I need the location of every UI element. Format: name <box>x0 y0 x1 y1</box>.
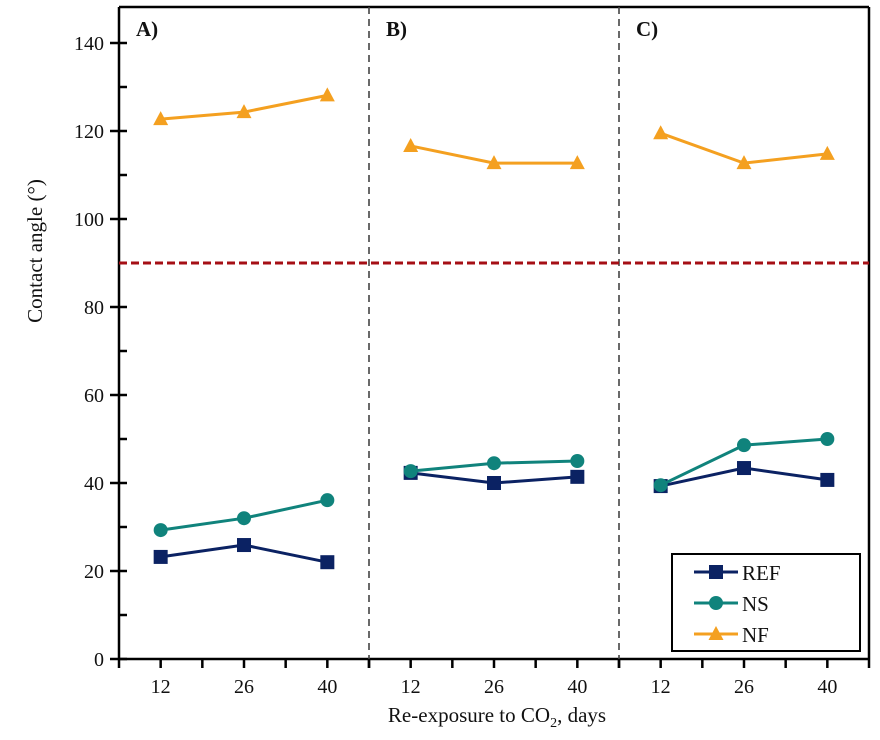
panel-label: B) <box>386 17 407 41</box>
data-point-ref <box>570 469 585 484</box>
x-tick-label: 12 <box>401 676 421 698</box>
legend: REF NS NF <box>671 553 861 652</box>
x-axis: 12 26 40 12 26 40 12 26 40 <box>117 657 871 698</box>
data-point-ref <box>237 538 251 553</box>
data-point-nf <box>569 155 585 170</box>
data-point-ns <box>320 493 335 508</box>
y-axis: 0 20 40 60 80 100 120 140 <box>74 7 127 671</box>
legend-marker-nf <box>708 626 724 640</box>
y-tick-label: 60 <box>84 385 104 407</box>
x-tick-label: 12 <box>651 676 671 698</box>
data-point-ns <box>403 464 418 479</box>
panel-label: C) <box>636 17 658 41</box>
data-point-nf <box>486 155 502 170</box>
legend-marker-ns <box>709 596 723 610</box>
panel-dividers <box>368 7 620 659</box>
panel-b <box>403 137 585 490</box>
x-tick-label: 40 <box>817 676 837 698</box>
x-axis-title-suffix: , days <box>557 703 606 727</box>
data-point-ns <box>570 454 585 468</box>
x-tick-label: 40 <box>567 676 587 698</box>
data-point-ns <box>653 478 668 493</box>
data-point-nf <box>819 145 835 160</box>
legend-label-ref: REF <box>742 561 781 585</box>
data-point-ns <box>153 523 168 538</box>
y-axis-title: Contact angle (°) <box>23 179 47 323</box>
legend-label-ns: NS <box>742 592 769 616</box>
x-axis-title: Re-exposure to CO2, days <box>388 703 606 731</box>
x-tick-label: 26 <box>734 676 754 698</box>
y-tick-label: 0 <box>94 649 104 671</box>
y-tick-label: 100 <box>74 209 104 231</box>
data-point-ns <box>237 511 251 526</box>
x-tick-label: 12 <box>151 676 171 698</box>
data-point-ref <box>320 555 335 570</box>
x-axis-title-main: Re-exposure to CO <box>388 703 550 727</box>
y-tick-label: 140 <box>74 33 104 55</box>
x-tick-label: 40 <box>317 676 337 698</box>
data-point-ns <box>487 456 501 471</box>
y-tick-label: 40 <box>84 473 104 495</box>
legend-label-nf: NF <box>742 623 769 647</box>
panel-c <box>653 125 835 494</box>
x-axis-title-sub: 2 <box>550 716 557 731</box>
data-point-ref <box>737 461 751 476</box>
y-tick-label: 20 <box>84 561 104 583</box>
y-tick-label: 80 <box>84 297 104 319</box>
y-tick-label: 120 <box>74 121 104 143</box>
data-point-nf <box>403 137 419 152</box>
data-point-nf <box>153 111 169 126</box>
legend-marker-ref <box>709 565 723 579</box>
data-point-nf <box>653 125 669 140</box>
x-tick-label: 26 <box>234 676 254 698</box>
panel-labels: A) B) C) <box>136 17 658 41</box>
data-point-ref <box>153 549 168 564</box>
data-point-ns <box>820 432 835 446</box>
panel-label: A) <box>136 17 158 41</box>
series-group <box>153 87 835 570</box>
data-point-nf <box>236 104 252 119</box>
data-point-nf <box>736 155 752 170</box>
plot-frame <box>119 5 871 659</box>
x-tick-label: 26 <box>484 676 504 698</box>
panel-a <box>153 87 335 570</box>
data-point-ref <box>487 476 501 490</box>
data-point-nf <box>319 87 335 102</box>
data-point-ref <box>820 472 835 487</box>
data-point-ns <box>737 438 751 453</box>
